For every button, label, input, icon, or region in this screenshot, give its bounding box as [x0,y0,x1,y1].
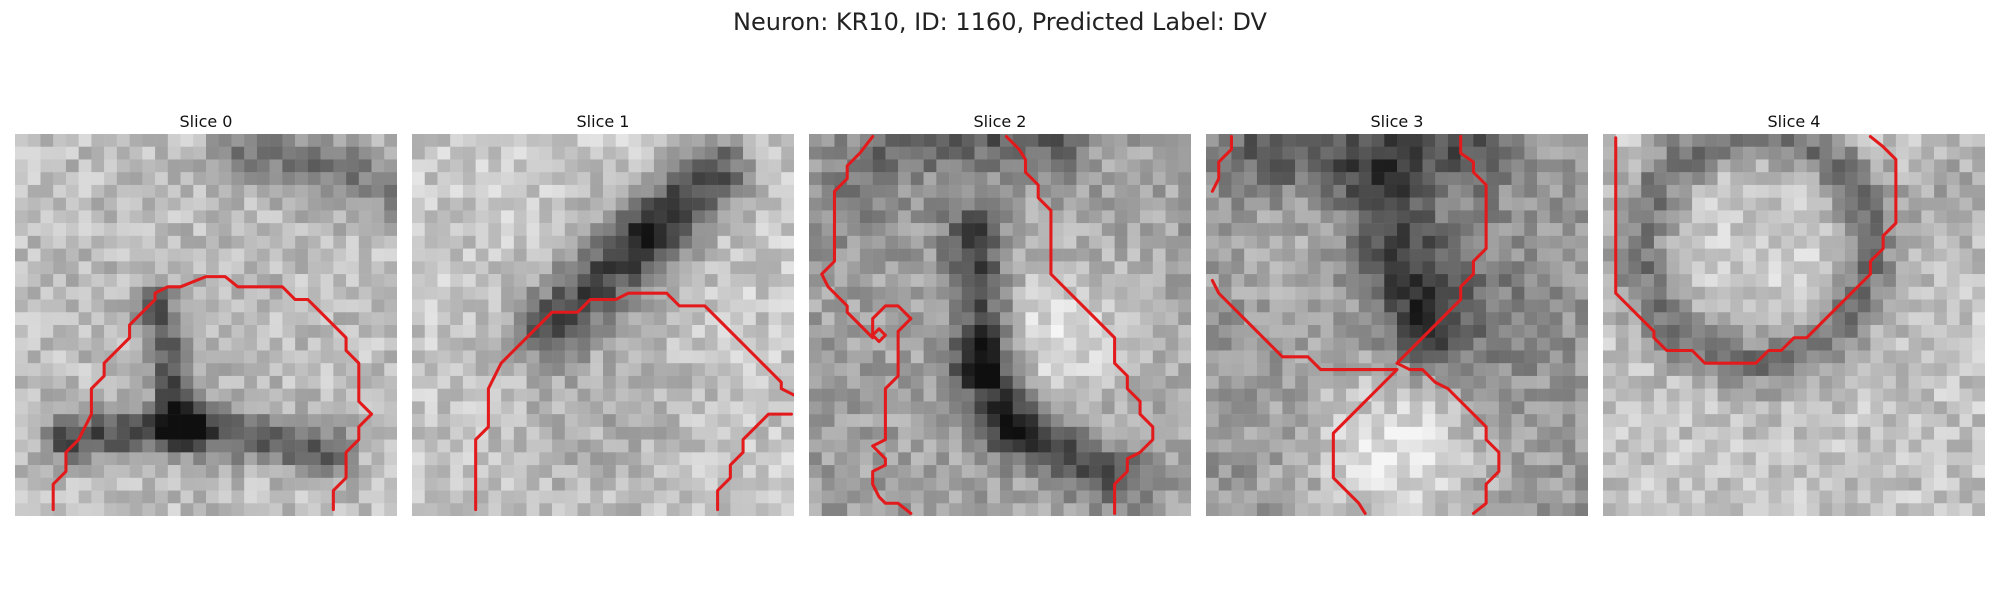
slice-panel-4: Slice 4 [1603,110,1985,516]
slice-image-3 [1206,134,1588,516]
contour-4 [1614,135,1898,365]
slice-image-1 [412,134,794,516]
contour-0 [51,275,374,512]
contour-3 [1210,135,1501,515]
slice-panel-0: Slice 0 [15,110,397,516]
slice-panel-1: Slice 1 [412,110,794,516]
slice-panel-3: Slice 3 [1206,110,1588,516]
slice-panel-2: Slice 2 [809,110,1191,516]
pixel-grid-3 [1206,134,1588,516]
contour-2 [820,135,1155,515]
figure-title: Neuron: KR10, ID: 1160, Predicted Label:… [733,8,1267,36]
slice-title-4: Slice 4 [1767,112,1821,131]
pixel-grid-2 [809,134,1191,516]
slice-title-3: Slice 3 [1370,112,1424,131]
slice-title-1: Slice 1 [576,112,630,131]
slice-title-0: Slice 0 [179,112,233,131]
pixel-grid-0 [15,134,397,516]
contour-1 [474,291,794,512]
slice-image-0 [15,134,397,516]
slice-image-2 [809,134,1191,516]
slice-title-2: Slice 2 [973,112,1027,131]
pixel-grid-1 [412,134,794,516]
pixel-grid-4 [1603,134,1985,516]
slice-image-4 [1603,134,1985,516]
